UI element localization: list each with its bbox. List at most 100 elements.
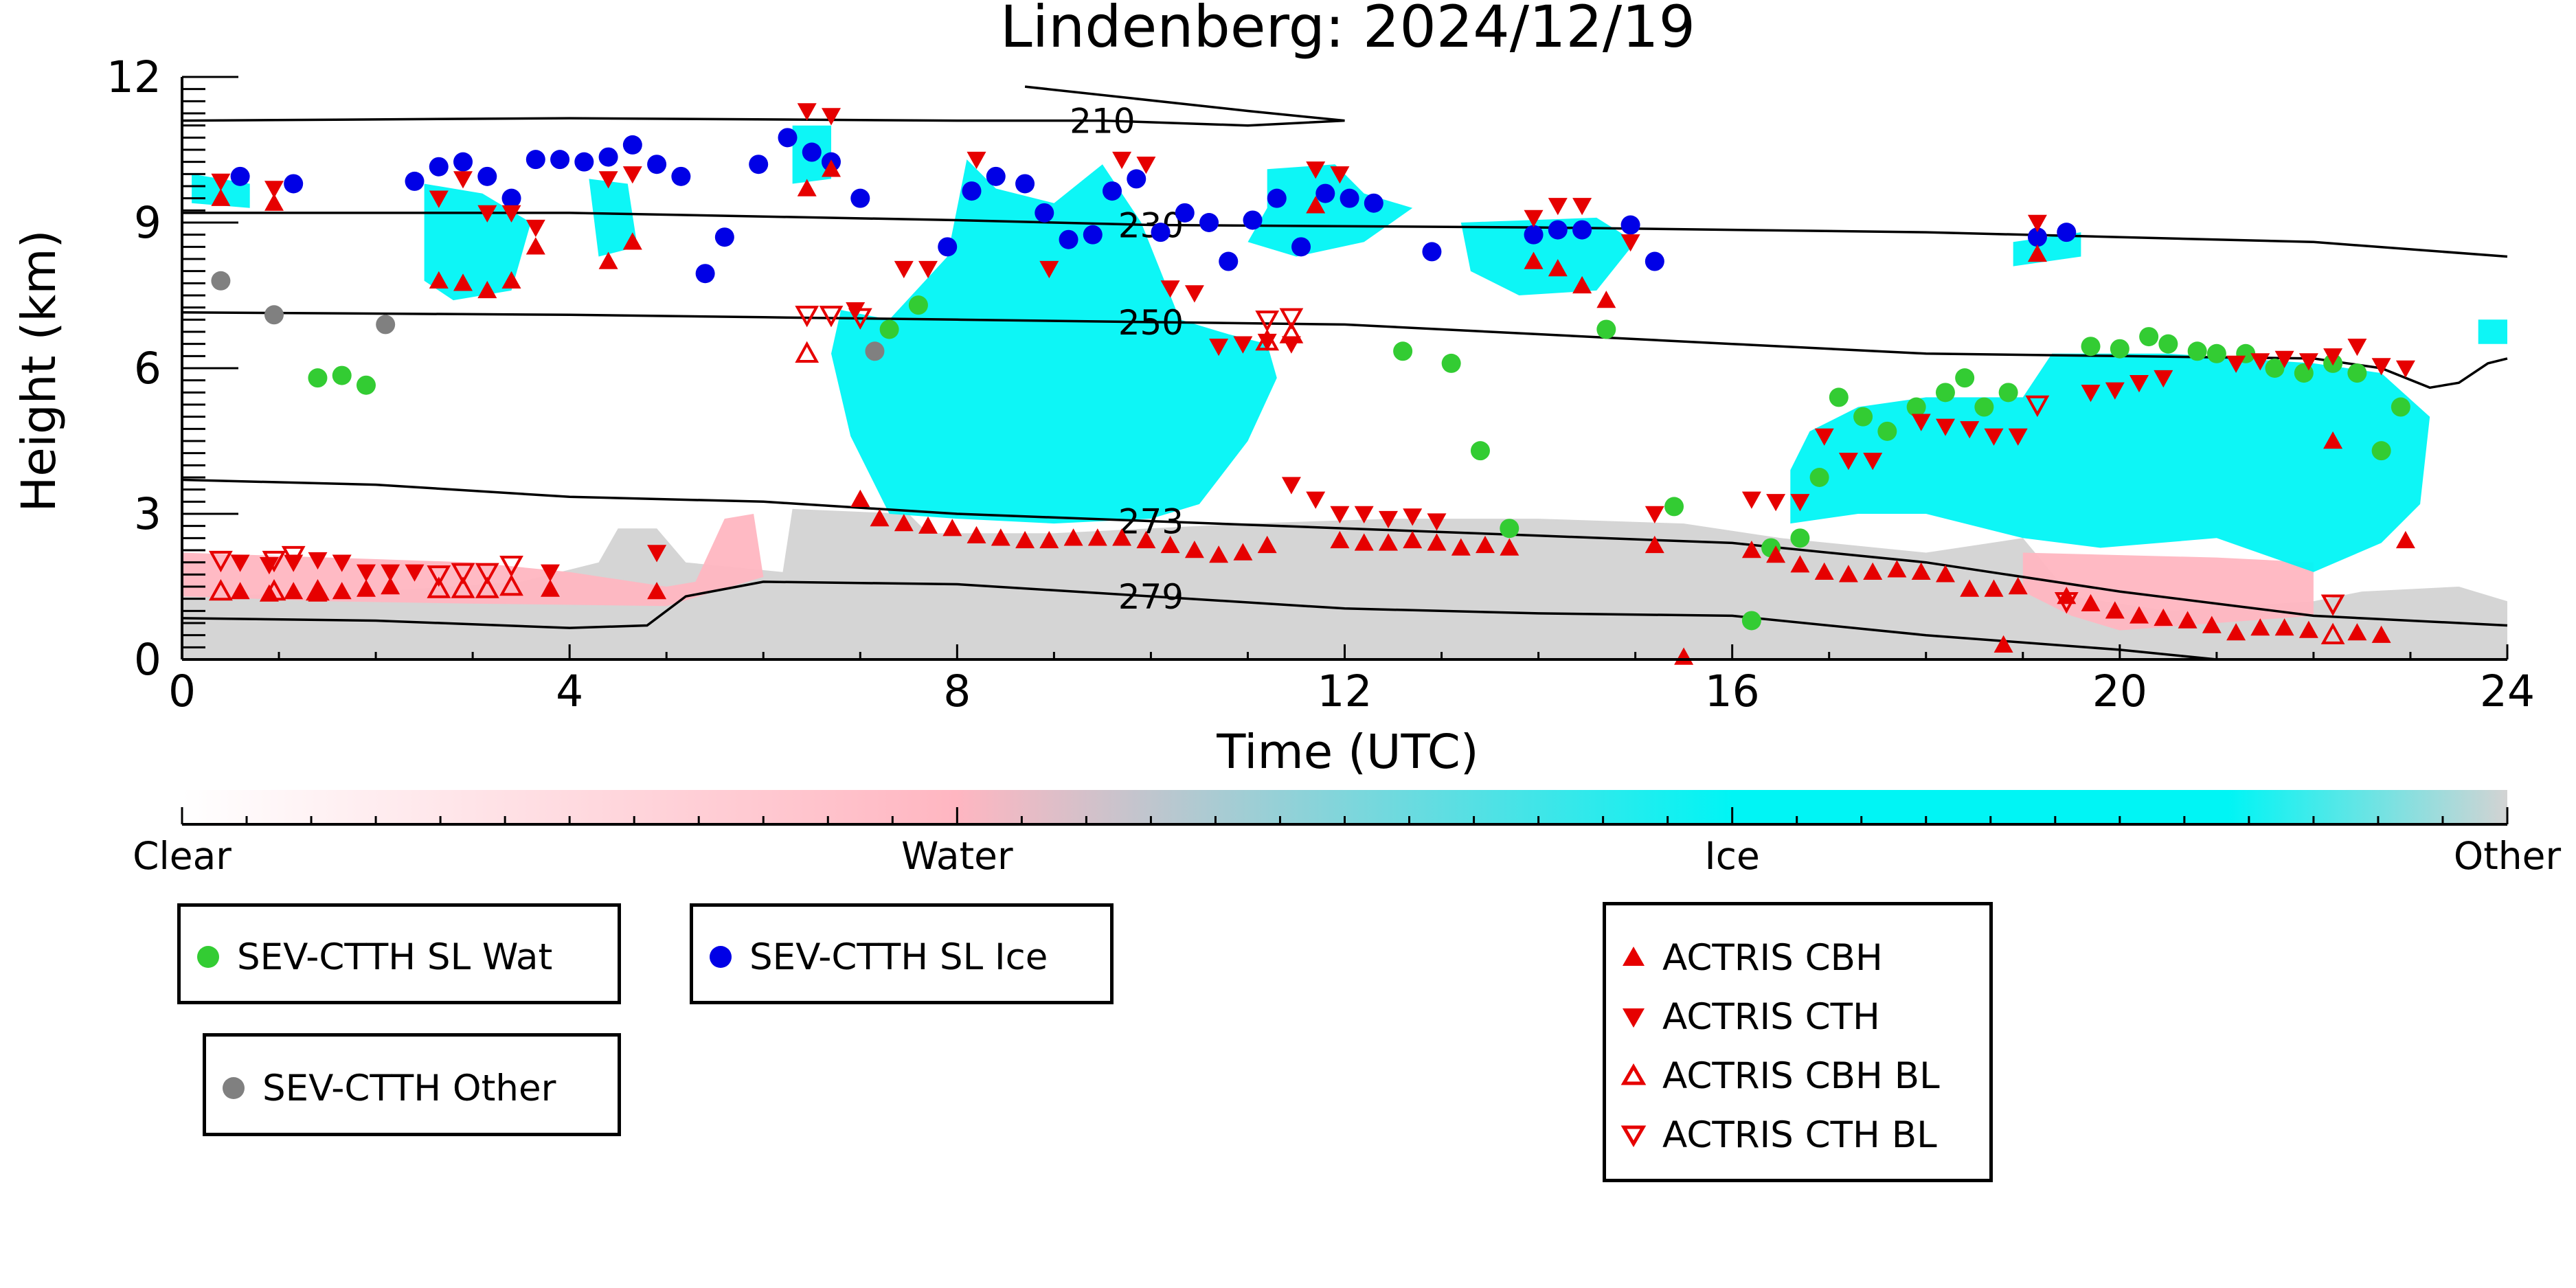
point-sev-ctth-sl-ice xyxy=(574,152,594,172)
point-sev-ctth-sl-wat xyxy=(1470,441,1490,461)
point-actris-cbh xyxy=(647,582,667,600)
point-sev-ctth-sl-ice xyxy=(1645,251,1664,271)
point-actris-cbh xyxy=(2371,625,2391,643)
point-sev-ctth-sl-ice xyxy=(1035,203,1054,223)
point-actris-cbh xyxy=(1645,535,1664,554)
point-actris-cbh xyxy=(870,509,890,527)
y-tick-label: 12 xyxy=(106,52,161,102)
point-sev-ctth-sl-wat xyxy=(332,365,352,385)
point-sev-ctth-sl-ice xyxy=(1219,251,1239,271)
point-actris-cbh xyxy=(453,273,473,291)
point-actris-cth xyxy=(1112,151,1132,170)
point-actris-cbh xyxy=(2323,431,2343,449)
point-sev-ctth-sl-ice xyxy=(1015,174,1035,194)
x-tick-label: 20 xyxy=(2092,666,2147,716)
point-sev-ctth-sl-ice xyxy=(1151,223,1171,242)
point-actris-cbh xyxy=(2274,618,2294,636)
x-axis-label: Time (UTC) xyxy=(1216,725,1478,780)
cloud-region-ice xyxy=(831,159,1277,524)
point-actris-cth xyxy=(357,564,376,582)
legend-label: ACTRIS CBH BL xyxy=(1662,1054,1940,1097)
point-actris-cbh xyxy=(1984,579,2004,597)
point-sev-ctth-sl-ice xyxy=(778,128,798,148)
point-actris-cbh xyxy=(1790,555,1810,573)
legend-entry-sev-other: SEV-CTTH Other xyxy=(220,1059,556,1117)
point-actris-cbh xyxy=(1814,562,1834,580)
point-actris-cbh-bl xyxy=(209,578,233,601)
point-actris-cbh xyxy=(1306,196,1326,214)
legend-label: SEV-CTTH Other xyxy=(262,1067,556,1109)
point-actris-cbh xyxy=(991,528,1010,546)
point-actris-cbh xyxy=(894,514,914,532)
point-actris-cbh xyxy=(381,577,400,595)
point-actris-cth xyxy=(598,171,618,189)
point-actris-cbh xyxy=(1500,538,1519,556)
point-actris-cth xyxy=(894,260,914,279)
point-actris-cth xyxy=(1984,428,2004,446)
colorbar-label: Ice xyxy=(1705,834,1760,878)
y-tick-label: 3 xyxy=(134,489,161,539)
point-sev-ctth-sl-ice xyxy=(1422,242,1442,262)
point-actris-cbh xyxy=(1354,533,1374,551)
point-sev-ctth-sl-wat xyxy=(2265,359,2285,378)
point-actris-cbh xyxy=(598,251,618,269)
point-actris-cbh xyxy=(2202,615,2222,633)
green-circle-icon xyxy=(197,946,219,968)
isotherm-line xyxy=(181,478,2508,627)
point-actris-cth xyxy=(1572,198,1592,216)
cloud-region-water xyxy=(182,514,764,607)
point-sev-ctth-sl-ice xyxy=(1059,229,1078,249)
point-actris-cbh xyxy=(1887,560,1907,578)
point-actris-cbh xyxy=(357,579,376,597)
point-sev-ctth-sl-ice xyxy=(938,237,958,257)
point-actris-cbh xyxy=(1476,535,1495,554)
point-actris-cth xyxy=(1403,508,1423,526)
point-actris-cth xyxy=(1330,506,1350,523)
point-sev-ctth-sl-ice xyxy=(1083,225,1103,245)
legend-label: ACTRIS CTH xyxy=(1662,995,1880,1038)
point-actris-cth xyxy=(1427,513,1447,531)
point-actris-cbh xyxy=(1112,528,1132,546)
point-sev-ctth-sl-ice xyxy=(622,135,642,155)
point-actris-cbh xyxy=(1427,533,1447,551)
isotherm-line xyxy=(182,212,2508,258)
legend-entry-actris-cth: ACTRIS CTH xyxy=(1620,988,1880,1046)
point-actris-cth xyxy=(1766,494,1786,512)
triangle-down-outline-icon xyxy=(1620,1125,1647,1147)
point-sev-ctth-sl-wat xyxy=(1741,611,1761,631)
point-actris-cbh xyxy=(2298,620,2318,638)
point-sev-ctth-sl-wat xyxy=(1809,468,1829,487)
point-sev-ctth-sl-ice xyxy=(1340,188,1359,208)
point-actris-cbh xyxy=(1524,251,1544,269)
legend-entry-sev-wat: SEV-CTTH SL Wat xyxy=(194,928,552,986)
chart-title: Lindenberg: 2024/12/19 xyxy=(1000,0,1695,60)
point-sev-ctth-other xyxy=(376,315,396,335)
legend-label: ACTRIS CTH BL xyxy=(1662,1114,1937,1156)
point-actris-cbh-bl xyxy=(262,578,286,601)
point-sev-ctth-sl-ice xyxy=(1548,220,1568,240)
legend-entry-sev-ice: SEV-CTTH SL Ice xyxy=(707,928,1048,986)
point-sev-ctth-sl-wat xyxy=(2391,397,2410,417)
colorbar-label: Water xyxy=(901,834,1013,878)
point-actris-cbh-bl xyxy=(1255,328,1280,351)
point-sev-ctth-sl-ice xyxy=(1199,213,1219,232)
plot-area: 210 230 250 273 279 0 4 8 12 16 20 24 0 3 6 9 12 xyxy=(106,52,2535,716)
point-actris-cth xyxy=(1911,414,1931,431)
point-actris-cbh xyxy=(822,159,841,177)
point-sev-ctth-sl-ice xyxy=(1291,237,1311,257)
point-sev-ctth-sl-ice xyxy=(526,150,545,170)
point-actris-cth xyxy=(1354,506,1374,523)
legend-label: SEV-CTTH SL Wat xyxy=(237,936,553,978)
point-sev-ctth-sl-ice xyxy=(453,152,473,172)
point-actris-cth xyxy=(2081,385,2101,403)
isotherm-line xyxy=(181,580,2217,661)
point-actris-cth xyxy=(2008,428,2028,446)
point-actris-cbh xyxy=(2081,594,2101,611)
point-actris-cbh-bl xyxy=(1279,321,1304,343)
point-actris-cbh xyxy=(1403,530,1423,549)
point-actris-cbh xyxy=(2154,608,2173,626)
point-actris-cth xyxy=(381,564,400,582)
point-actris-cth xyxy=(822,108,841,126)
point-actris-cth xyxy=(1790,494,1810,512)
point-actris-cth xyxy=(1136,157,1156,174)
